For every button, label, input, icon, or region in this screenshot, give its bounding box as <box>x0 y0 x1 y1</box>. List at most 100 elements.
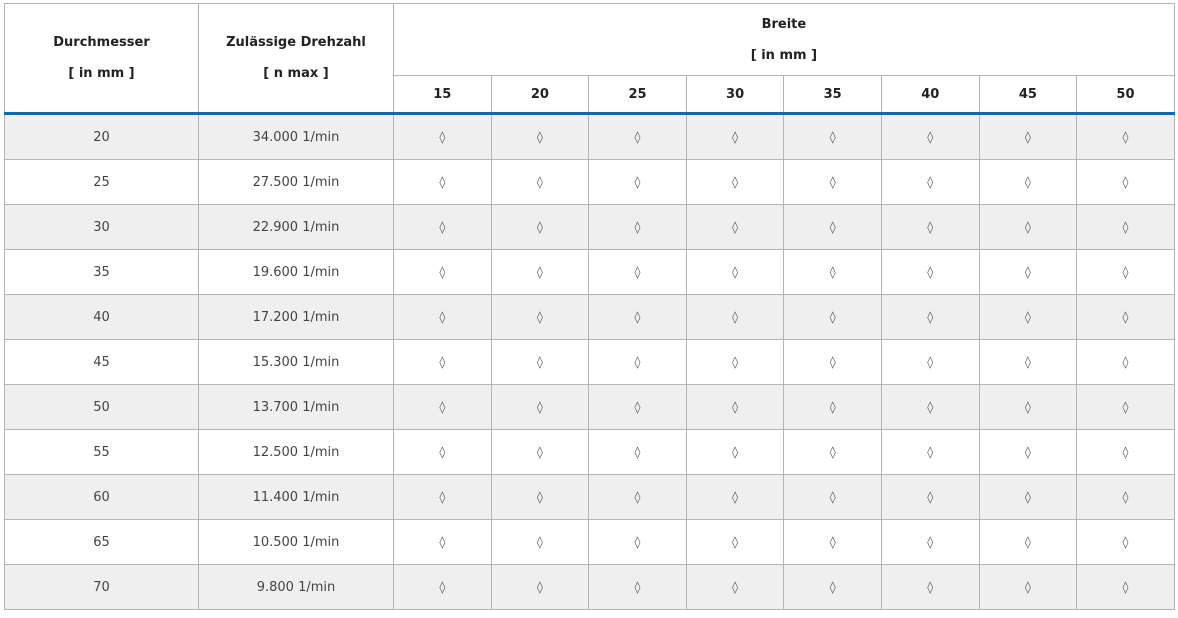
availability-diamond-icon: ◊ <box>978 429 1078 475</box>
availability-diamond-icon: ◊ <box>685 113 785 160</box>
bearing-speed-table: Durchmesser [ in mm ] Zulässige Drehzahl… <box>4 3 1175 610</box>
availability-diamond-icon: ◊ <box>1076 113 1175 160</box>
availability-diamond-icon: ◊ <box>588 474 687 520</box>
diameter-cell: 20 <box>4 113 199 160</box>
availability-diamond-icon: ◊ <box>490 159 590 205</box>
availability-diamond-icon: ◊ <box>685 294 785 340</box>
table-row: 65 10.500 1/min ◊ ◊ ◊ ◊ ◊ ◊ ◊ ◊ <box>4 519 1175 565</box>
table-row: 25 27.500 1/min ◊ ◊ ◊ ◊ ◊ ◊ ◊ ◊ <box>4 159 1175 205</box>
availability-diamond-icon: ◊ <box>588 519 687 565</box>
header-width-15: 15 <box>393 75 492 115</box>
availability-diamond-icon: ◊ <box>1076 339 1175 385</box>
header-diameter-unit: [ in mm ] <box>68 66 135 81</box>
speed-cell: 27.500 1/min <box>198 159 394 205</box>
availability-diamond-icon: ◊ <box>978 339 1078 385</box>
header-width-50: 50 <box>1076 75 1175 115</box>
availability-diamond-icon: ◊ <box>783 159 882 205</box>
speed-cell: 19.600 1/min <box>198 249 394 295</box>
speed-cell: 15.300 1/min <box>198 339 394 385</box>
availability-diamond-icon: ◊ <box>880 519 980 565</box>
availability-diamond-icon: ◊ <box>588 159 687 205</box>
availability-diamond-icon: ◊ <box>880 113 980 160</box>
availability-diamond-icon: ◊ <box>1076 429 1175 475</box>
availability-diamond-icon: ◊ <box>393 564 492 610</box>
availability-diamond-icon: ◊ <box>588 339 687 385</box>
header-width-35: 35 <box>783 75 882 115</box>
availability-diamond-icon: ◊ <box>783 113 882 160</box>
availability-diamond-icon: ◊ <box>978 294 1078 340</box>
availability-diamond-icon: ◊ <box>685 159 785 205</box>
header-width-20: 20 <box>490 75 590 115</box>
diameter-cell: 60 <box>4 474 199 520</box>
availability-diamond-icon: ◊ <box>685 339 785 385</box>
availability-diamond-icon: ◊ <box>685 384 785 430</box>
header-width-25: 25 <box>588 75 687 115</box>
availability-diamond-icon: ◊ <box>685 429 785 475</box>
availability-diamond-icon: ◊ <box>393 384 492 430</box>
availability-diamond-icon: ◊ <box>783 519 882 565</box>
availability-diamond-icon: ◊ <box>880 564 980 610</box>
table-row: 50 13.700 1/min ◊ ◊ ◊ ◊ ◊ ◊ ◊ ◊ <box>4 384 1175 430</box>
diameter-cell: 65 <box>4 519 199 565</box>
availability-diamond-icon: ◊ <box>490 204 590 250</box>
availability-diamond-icon: ◊ <box>588 249 687 295</box>
availability-diamond-icon: ◊ <box>783 429 882 475</box>
availability-diamond-icon: ◊ <box>490 249 590 295</box>
table-row: 70 9.800 1/min ◊ ◊ ◊ ◊ ◊ ◊ ◊ ◊ <box>4 564 1175 610</box>
availability-diamond-icon: ◊ <box>490 294 590 340</box>
availability-diamond-icon: ◊ <box>880 294 980 340</box>
table-row: 55 12.500 1/min ◊ ◊ ◊ ◊ ◊ ◊ ◊ ◊ <box>4 429 1175 475</box>
availability-diamond-icon: ◊ <box>1076 159 1175 205</box>
availability-diamond-icon: ◊ <box>880 204 980 250</box>
diameter-cell: 55 <box>4 429 199 475</box>
table-row: 20 34.000 1/min ◊ ◊ ◊ ◊ ◊ ◊ ◊ ◊ <box>4 113 1175 160</box>
availability-diamond-icon: ◊ <box>685 519 785 565</box>
availability-diamond-icon: ◊ <box>978 519 1078 565</box>
table-row: 40 17.200 1/min ◊ ◊ ◊ ◊ ◊ ◊ ◊ ◊ <box>4 294 1175 340</box>
availability-diamond-icon: ◊ <box>1076 384 1175 430</box>
availability-diamond-icon: ◊ <box>1076 249 1175 295</box>
availability-diamond-icon: ◊ <box>978 204 1078 250</box>
availability-diamond-icon: ◊ <box>685 474 785 520</box>
availability-diamond-icon: ◊ <box>393 249 492 295</box>
availability-diamond-icon: ◊ <box>880 159 980 205</box>
header-width: Breite [ in mm ] <box>393 3 1175 76</box>
header-diameter-label: Durchmesser <box>53 35 150 50</box>
availability-diamond-icon: ◊ <box>393 519 492 565</box>
availability-diamond-icon: ◊ <box>588 564 687 610</box>
availability-diamond-icon: ◊ <box>588 294 687 340</box>
availability-diamond-icon: ◊ <box>393 429 492 475</box>
diameter-cell: 30 <box>4 204 199 250</box>
availability-diamond-icon: ◊ <box>685 564 785 610</box>
speed-cell: 17.200 1/min <box>198 294 394 340</box>
availability-diamond-icon: ◊ <box>490 384 590 430</box>
availability-diamond-icon: ◊ <box>393 204 492 250</box>
availability-diamond-icon: ◊ <box>880 339 980 385</box>
diameter-cell: 35 <box>4 249 199 295</box>
availability-diamond-icon: ◊ <box>880 429 980 475</box>
availability-diamond-icon: ◊ <box>1076 474 1175 520</box>
header-speed-unit: [ n max ] <box>263 66 329 81</box>
speed-cell: 9.800 1/min <box>198 564 394 610</box>
availability-diamond-icon: ◊ <box>393 474 492 520</box>
availability-diamond-icon: ◊ <box>393 113 492 160</box>
availability-diamond-icon: ◊ <box>588 429 687 475</box>
availability-diamond-icon: ◊ <box>393 159 492 205</box>
diameter-cell: 45 <box>4 339 199 385</box>
availability-diamond-icon: ◊ <box>978 159 1078 205</box>
availability-diamond-icon: ◊ <box>588 384 687 430</box>
header-speed-label: Zulässige Drehzahl <box>226 35 366 50</box>
availability-diamond-icon: ◊ <box>1076 204 1175 250</box>
speed-cell: 10.500 1/min <box>198 519 394 565</box>
availability-diamond-icon: ◊ <box>1076 519 1175 565</box>
diameter-cell: 25 <box>4 159 199 205</box>
speed-cell: 22.900 1/min <box>198 204 394 250</box>
availability-diamond-icon: ◊ <box>783 249 882 295</box>
availability-diamond-icon: ◊ <box>490 113 590 160</box>
table-row: 30 22.900 1/min ◊ ◊ ◊ ◊ ◊ ◊ ◊ ◊ <box>4 204 1175 250</box>
availability-diamond-icon: ◊ <box>588 204 687 250</box>
availability-diamond-icon: ◊ <box>1076 294 1175 340</box>
table-row: 45 15.300 1/min ◊ ◊ ◊ ◊ ◊ ◊ ◊ ◊ <box>4 339 1175 385</box>
header-speed: Zulässige Drehzahl [ n max ] <box>198 3 394 115</box>
availability-diamond-icon: ◊ <box>783 294 882 340</box>
